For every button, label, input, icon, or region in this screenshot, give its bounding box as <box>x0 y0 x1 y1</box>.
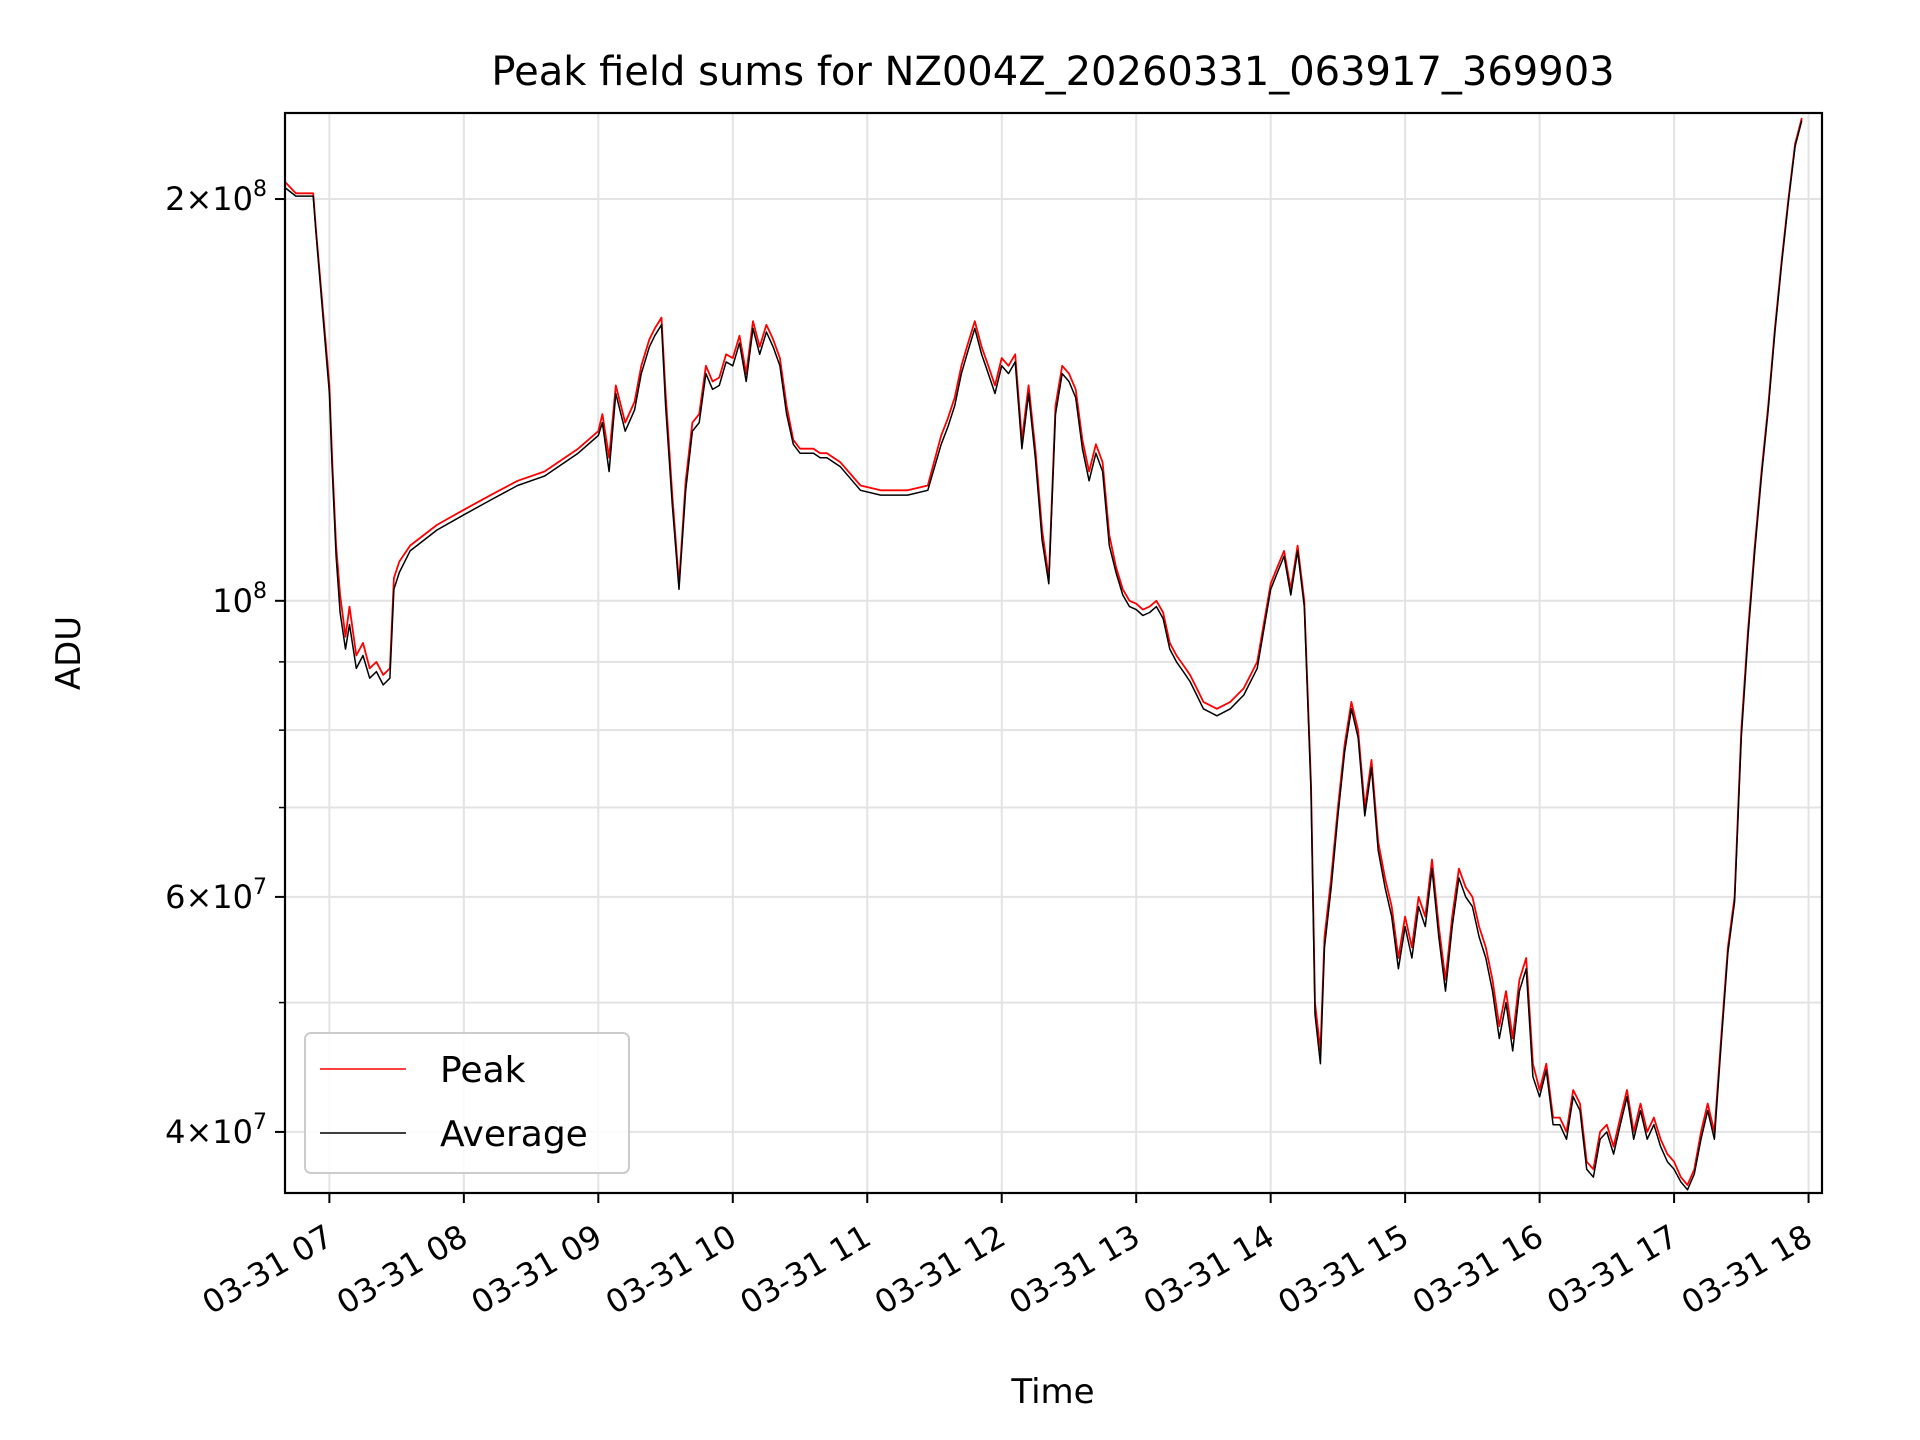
y-axis-title: ADU <box>49 616 89 690</box>
series-line-average <box>284 120 1803 1191</box>
y-tick-label: 6×107 <box>165 875 267 916</box>
grid <box>285 113 1822 1193</box>
y-tick-label: 4×107 <box>165 1110 267 1151</box>
y-tick-label: 2×108 <box>165 177 267 218</box>
legend-box <box>304 1032 630 1174</box>
x-axis-title: Time <box>1010 1372 1094 1412</box>
series-line-peak <box>284 117 1803 1186</box>
y-tick-label: 108 <box>212 579 267 620</box>
plot-frame <box>283 111 1824 1195</box>
legend-label-average: Average <box>440 1114 588 1155</box>
chart-title: Peak field sums for NZ004Z_20260331_0639… <box>491 49 1614 95</box>
legend-label-peak: Peak <box>440 1050 526 1091</box>
series-layer <box>284 117 1803 1191</box>
legend: Peak Average <box>304 1032 630 1174</box>
